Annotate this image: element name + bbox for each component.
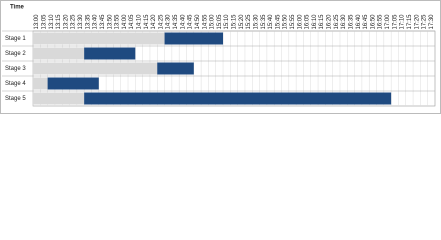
x-tick-label: 13:20 bbox=[63, 14, 69, 30]
y-tick-label: Stage 3 bbox=[5, 66, 26, 72]
duration-bar bbox=[47, 77, 99, 90]
x-tick-label: 14:20 bbox=[151, 14, 157, 30]
x-tick-label: 16:30 bbox=[341, 14, 347, 30]
chart: Time 13:00 13:05 13:10 13:15 13:20 13:25 13:30… bbox=[0, 0, 441, 114]
x-tick-label: 13:55 bbox=[115, 14, 121, 30]
y-tick-label: Stage 2 bbox=[5, 51, 26, 57]
x-tick-label: 14:05 bbox=[129, 14, 135, 30]
x-tick-label: 15:55 bbox=[290, 14, 296, 30]
x-tick-label: 16:35 bbox=[348, 14, 354, 30]
x-tick-label: 15:10 bbox=[224, 14, 230, 30]
x-tick-label: 14:45 bbox=[188, 14, 194, 30]
x-tick-label: 14:00 bbox=[122, 14, 128, 30]
duration-bar bbox=[164, 32, 224, 45]
x-tick-label: 15:25 bbox=[246, 14, 252, 30]
x-tick-label: 14:30 bbox=[166, 14, 172, 30]
y-tick-label: Stage 1 bbox=[5, 36, 26, 42]
x-tick-label: 13:30 bbox=[78, 14, 84, 30]
x-tick-label: 16:55 bbox=[378, 14, 384, 30]
x-tick-label: 15:35 bbox=[261, 14, 267, 30]
y-tick-label: Stage 4 bbox=[5, 81, 26, 87]
x-tick-label: 17:30 bbox=[429, 14, 435, 30]
x-tick-label: 14:35 bbox=[173, 14, 179, 30]
x-tick-label: 13:45 bbox=[100, 14, 106, 30]
x-tick-label: 15:40 bbox=[268, 14, 274, 30]
x-tick-label: 13:05 bbox=[41, 14, 47, 30]
x-tick-label: 14:55 bbox=[202, 14, 208, 30]
x-tick-label: 16:15 bbox=[319, 14, 325, 30]
x-tick-label: 16:20 bbox=[327, 14, 333, 30]
x-tick-label: 16:50 bbox=[370, 14, 376, 30]
x-tick-label: 17:10 bbox=[400, 14, 406, 30]
x-tick-label: 15:20 bbox=[239, 14, 245, 30]
offset-bar bbox=[33, 92, 85, 105]
x-tick-label: 17:05 bbox=[392, 14, 398, 30]
x-tick-label: 16:45 bbox=[363, 14, 369, 30]
x-tick-label: 15:50 bbox=[283, 14, 289, 30]
offset-bar bbox=[33, 77, 48, 90]
duration-bar bbox=[84, 92, 392, 105]
x-tick-label: 15:30 bbox=[253, 14, 259, 30]
x-tick-label: 17:25 bbox=[422, 14, 428, 30]
y-tick-label: Stage 5 bbox=[5, 96, 26, 102]
chart-title: Time bbox=[10, 5, 25, 11]
x-tick-label: 15:15 bbox=[232, 14, 238, 30]
x-tick-label: 14:40 bbox=[180, 14, 186, 30]
x-tick-label: 16:25 bbox=[334, 14, 340, 30]
x-tick-label: 13:25 bbox=[71, 14, 77, 30]
x-tick-label: 16:05 bbox=[305, 14, 311, 30]
x-tick-label: 13:50 bbox=[107, 14, 113, 30]
x-tick-label: 13:10 bbox=[49, 14, 55, 30]
x-tick-label: 13:40 bbox=[93, 14, 99, 30]
x-tick-label: 14:10 bbox=[137, 14, 143, 30]
x-tick-label: 15:45 bbox=[275, 14, 281, 30]
x-tick-label: 14:50 bbox=[195, 14, 201, 30]
x-tick-label: 16:40 bbox=[356, 14, 362, 30]
x-tick-label: 15:05 bbox=[217, 14, 223, 30]
x-tick-label: 13:00 bbox=[34, 14, 40, 30]
duration-bar bbox=[157, 62, 194, 75]
x-tick-label: 14:15 bbox=[144, 14, 150, 30]
x-tick-label: 13:15 bbox=[56, 14, 62, 30]
offset-bar bbox=[33, 47, 85, 60]
x-tick-label: 17:00 bbox=[385, 14, 391, 30]
offset-bar bbox=[33, 32, 165, 45]
x-tick-label: 17:15 bbox=[407, 14, 413, 30]
offset-bar bbox=[33, 62, 158, 75]
x-tick-label: 16:10 bbox=[312, 14, 318, 30]
x-tick-label: 17:20 bbox=[414, 14, 420, 30]
x-tick-label: 13:35 bbox=[85, 14, 91, 30]
x-tick-label: 15:00 bbox=[210, 14, 216, 30]
x-tick-label: 16:00 bbox=[297, 14, 303, 30]
duration-bar bbox=[84, 47, 136, 60]
x-tick-label: 14:25 bbox=[158, 14, 164, 30]
